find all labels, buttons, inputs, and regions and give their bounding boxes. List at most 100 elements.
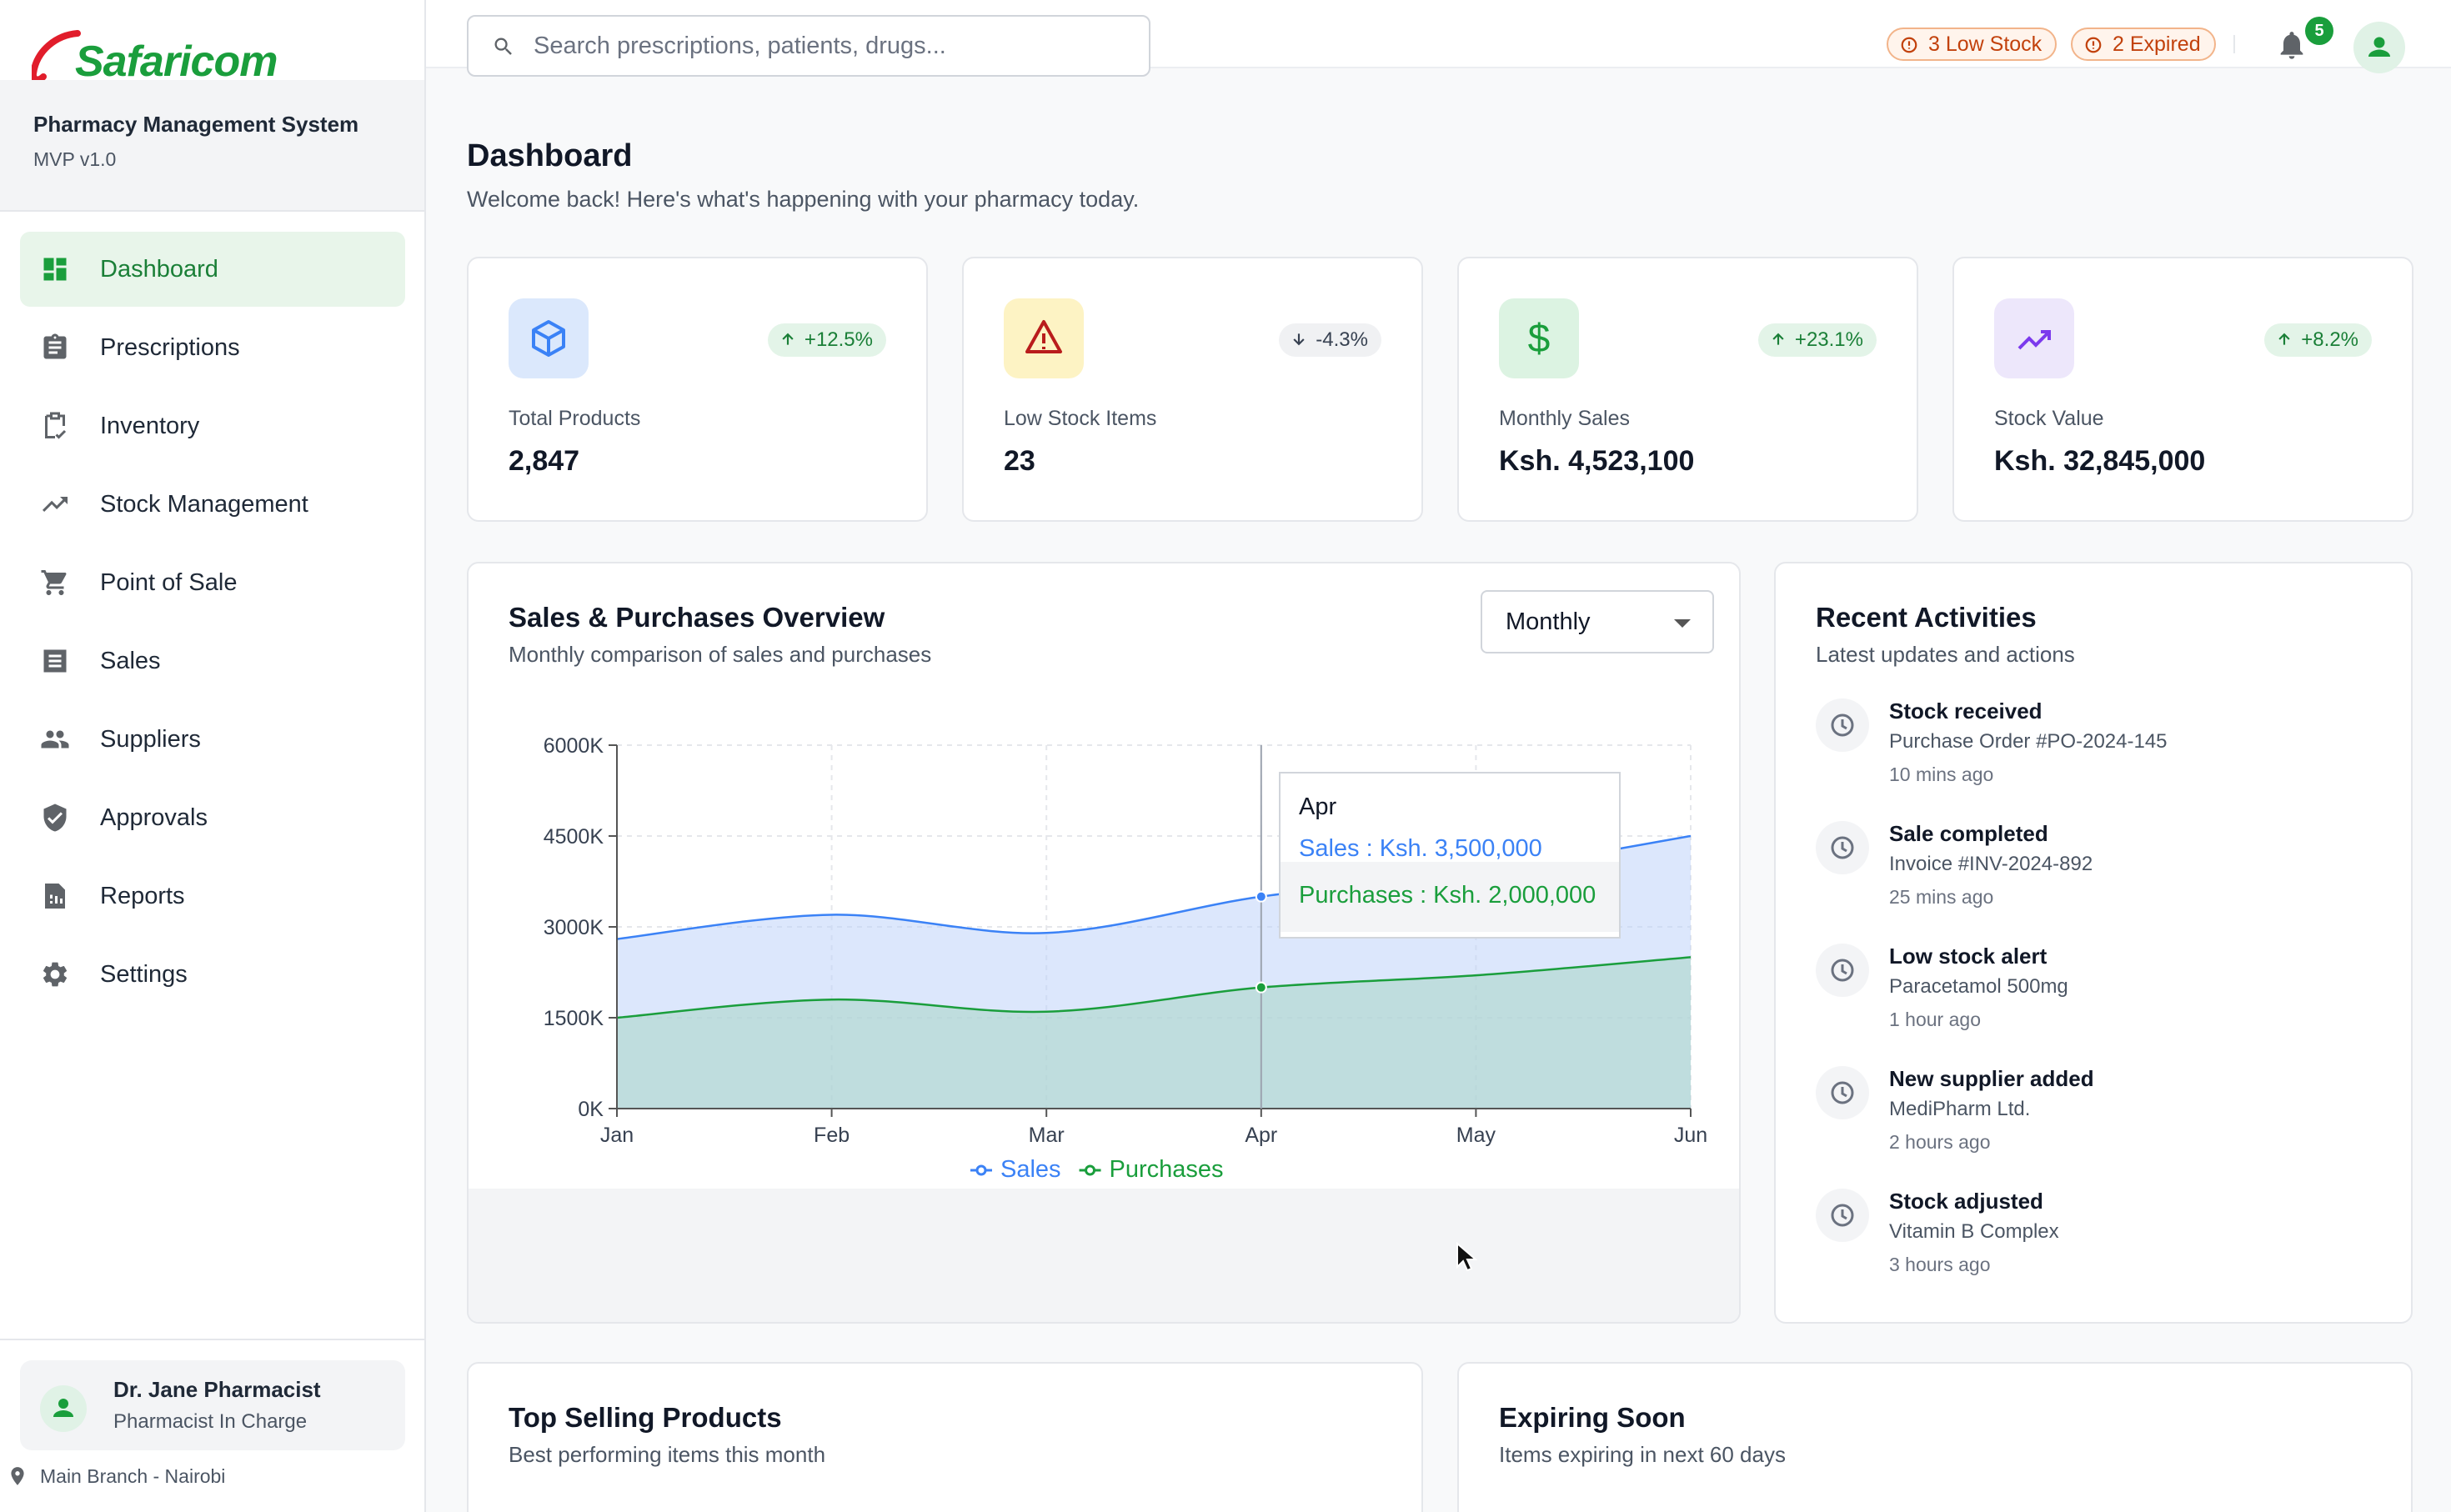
sidebar-item-label: Reports <box>100 882 185 909</box>
y-axis-labels: 0K 1500K 3000K 4500K 6000K <box>544 734 604 1121</box>
clock-icon <box>1816 944 1869 997</box>
sidebar-item-prescriptions[interactable]: Prescriptions <box>20 310 405 385</box>
activity-time: 3 hours ago <box>1889 1254 1991 1275</box>
activity-detail: Paracetamol 500mg <box>1889 975 2068 998</box>
stat-card-total-products[interactable]: +12.5% Total Products 2,847 <box>467 257 928 522</box>
safaricom-logo[interactable]: Safaricom <box>32 30 282 88</box>
clipboard-icon <box>43 333 67 359</box>
notification-count: 5 <box>2305 17 2333 45</box>
svg-text:$: $ <box>1528 317 1551 361</box>
alert-circle-icon <box>2085 37 2102 53</box>
branch-location: Main Branch - Nairobi <box>11 1465 226 1488</box>
activity-item[interactable]: Stock adjusted Vitamin B Complex 3 hours… <box>1816 1189 2383 1289</box>
stat-card-stock-value[interactable]: +8.2% Stock Value Ksh. 32,845,000 <box>1952 257 2413 522</box>
activity-time: 10 mins ago <box>1889 764 1994 785</box>
sidebar: Safaricom Pharmacy Management System MVP… <box>0 0 426 1512</box>
y-tick-label: 4500K <box>544 825 604 849</box>
x-tick-label: Feb <box>814 1124 850 1147</box>
bell-icon[interactable] <box>2275 28 2308 62</box>
report-icon <box>45 884 65 909</box>
x-axis-labels: Jan Feb Mar Apr May Jun <box>600 1124 1707 1147</box>
line-purchases <box>616 956 1692 1019</box>
stat-value: Ksh. 4,523,100 <box>1499 445 1695 477</box>
legend-label: Sales <box>1000 1156 1061 1183</box>
activity-detail: Vitamin B Complex <box>1889 1220 2059 1243</box>
sidebar-item-inventory[interactable]: Inventory <box>20 388 405 463</box>
gear-icon <box>43 962 68 987</box>
period-select[interactable]: Monthly <box>1481 590 1714 653</box>
stat-card-monthly-sales[interactable]: $ +23.1% Monthly Sales Ksh. 4,523,100 <box>1457 257 1918 522</box>
top-selling-card: Top Selling Products Best performing ite… <box>467 1362 1423 1512</box>
system-title: Pharmacy Management System <box>33 112 359 137</box>
person-icon <box>2368 37 2390 57</box>
divider <box>2233 35 2235 53</box>
sidebar-item-label: Dashboard <box>100 255 218 283</box>
sidebar-item-suppliers[interactable]: Suppliers <box>20 702 405 777</box>
sidebar-item-label: Prescriptions <box>100 333 240 361</box>
mouse-cursor-icon <box>1456 1242 1477 1272</box>
activity-title: Stock adjusted <box>1889 1189 2043 1214</box>
clock-icon <box>1816 1066 1869 1119</box>
activity-detail: Purchase Order #PO-2024-145 <box>1889 730 2168 753</box>
search-box[interactable] <box>467 15 1150 77</box>
chart-markers <box>1255 745 1267 1109</box>
sidebar-item-point-of-sale[interactable]: Point of Sale <box>20 545 405 620</box>
search-input[interactable] <box>534 25 1134 67</box>
legend-marker <box>1085 1164 1096 1176</box>
activity-time: 2 hours ago <box>1889 1131 1991 1153</box>
change-badge: +23.1% <box>1757 323 1877 357</box>
inventory-icon <box>45 412 67 439</box>
sidebar-item-settings[interactable]: Settings <box>20 937 405 1012</box>
chart-legend: Sales Purchases <box>970 1156 1224 1183</box>
expiring-subtitle: Items expiring in next 60 days <box>1499 1442 1786 1467</box>
expired-badge[interactable]: 2 Expired <box>2071 28 2216 61</box>
change-badge: +8.2% <box>2264 323 2372 357</box>
location-pin-icon <box>11 1467 24 1485</box>
sidebar-item-dashboard[interactable]: Dashboard <box>20 232 405 307</box>
stat-card-low-stock[interactable]: -4.3% Low Stock Items 23 <box>962 257 1423 522</box>
x-tick-label: Jun <box>1674 1124 1707 1147</box>
legend-label: Purchases <box>1110 1156 1224 1183</box>
brand-header: Safaricom <box>0 0 424 86</box>
expired-label: 2 Expired <box>2113 32 2201 56</box>
tooltip-month: Apr <box>1299 794 1337 820</box>
dashboard-icon <box>43 258 67 281</box>
activity-item[interactable]: Low stock alert Paracetamol 500mg 1 hour… <box>1816 944 2383 1044</box>
activity-item[interactable]: Stock received Purchase Order #PO-2024-1… <box>1816 698 2383 799</box>
overview-title: Sales & Purchases Overview <box>509 602 885 633</box>
user-card[interactable]: Dr. Jane Pharmacist Pharmacist In Charge <box>20 1360 405 1450</box>
sidebar-item-approvals[interactable]: Approvals <box>20 780 405 855</box>
activities-subtitle: Latest updates and actions <box>1816 642 2075 667</box>
activity-item[interactable]: Sale completed Invoice #INV-2024-892 25 … <box>1816 821 2383 921</box>
overview-subtitle: Monthly comparison of sales and purchase… <box>509 642 932 667</box>
tooltip-purchases-row: Purchases : Ksh. 2,000,000 <box>1281 862 1619 932</box>
y-tick-label: 3000K <box>544 916 604 939</box>
expiring-title: Expiring Soon <box>1499 1402 1686 1433</box>
arrow-down-icon <box>1293 333 1305 346</box>
activity-title: Stock received <box>1889 698 2042 723</box>
people-icon <box>41 730 69 748</box>
arrow-up-icon <box>1772 333 1784 345</box>
sidebar-item-label: Settings <box>100 960 188 988</box>
page-subtitle: Welcome back! Here's what's happening wi… <box>467 187 1140 212</box>
sidebar-nav: Dashboard Prescriptions Inventory Stock … <box>20 232 405 1015</box>
branch-label: Main Branch - Nairobi <box>40 1465 226 1487</box>
low-stock-badge[interactable]: 3 Low Stock <box>1887 28 2058 61</box>
stat-label: Monthly Sales <box>1499 407 1631 430</box>
avatar <box>40 1385 87 1432</box>
chevron-down-icon <box>1674 619 1691 628</box>
profile-avatar[interactable] <box>2353 22 2405 73</box>
dollar-icon: $ <box>1499 298 1579 378</box>
search-icon <box>494 38 512 55</box>
activity-item[interactable]: New supplier added MediPharm Ltd. 2 hour… <box>1816 1066 2383 1166</box>
chart-axes <box>609 744 1692 1117</box>
legend-marker <box>975 1164 987 1176</box>
cart-icon <box>41 570 67 595</box>
sidebar-item-stock-management[interactable]: Stock Management <box>20 467 405 542</box>
x-tick-label: May <box>1456 1124 1496 1147</box>
alert-circle-icon <box>1901 37 1917 53</box>
sidebar-item-sales[interactable]: Sales <box>20 623 405 698</box>
expiring-soon-card: Expiring Soon Items expiring in next 60 … <box>1457 1362 2413 1512</box>
sidebar-item-reports[interactable]: Reports <box>20 859 405 934</box>
brand-name: Safaricom <box>75 38 278 86</box>
